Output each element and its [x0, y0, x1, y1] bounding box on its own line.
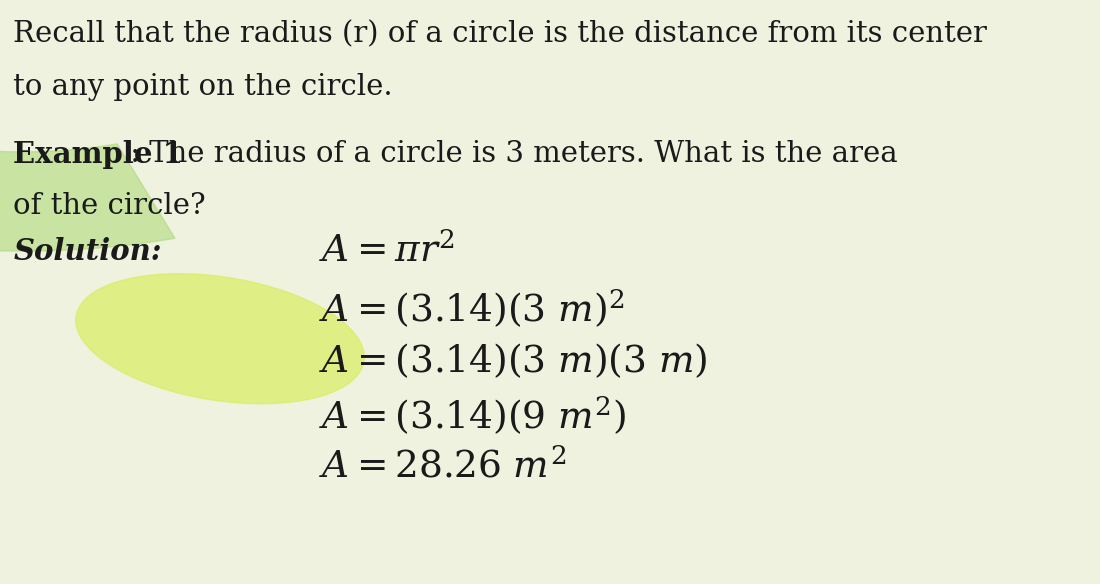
Text: $A = (3.14)(3\ \mathit{m})^2$: $A = (3.14)(3\ \mathit{m})^2$ [319, 287, 625, 330]
Text: Recall that the radius (r) of a circle is the distance from its center: Recall that the radius (r) of a circle i… [13, 20, 987, 48]
Polygon shape [76, 274, 364, 404]
Text: Example 1: Example 1 [13, 140, 183, 169]
Text: $A = (3.14)(3\ \mathit{m})(3\ \mathit{m})$: $A = (3.14)(3\ \mathit{m})(3\ \mathit{m}… [319, 341, 707, 380]
Text: of the circle?: of the circle? [13, 192, 206, 220]
Text: $A = \pi r^2$: $A = \pi r^2$ [319, 234, 455, 270]
Polygon shape [0, 62, 175, 251]
Text: to any point on the circle.: to any point on the circle. [13, 73, 393, 101]
Text: $A = 28.26\ \mathit{m}^2$: $A = 28.26\ \mathit{m}^2$ [319, 449, 566, 485]
Text: : The radius of a circle is 3 meters. What is the area: : The radius of a circle is 3 meters. Wh… [121, 140, 898, 168]
Text: Solution:: Solution: [13, 237, 162, 266]
Text: $A = (3.14)(9\ \mathit{m}^2)$: $A = (3.14)(9\ \mathit{m}^2)$ [319, 395, 626, 437]
